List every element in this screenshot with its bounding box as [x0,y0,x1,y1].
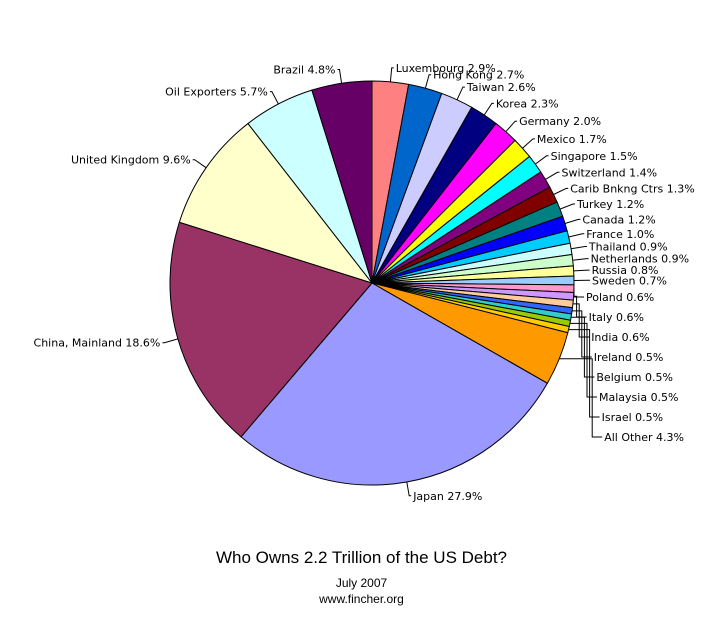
chart-source: www.fincher.org [319,592,404,606]
slice-label-luxembourg-2-9: Luxembourg 2.9% [396,62,496,75]
slice-label-mexico-1-7: Mexico 1.7% [537,133,607,146]
leader-line-china-mainland-18-6 [162,338,179,344]
slice-label-malaysia-0-5: Malaysia 0.5% [599,391,679,404]
slice-label-japan-27-9: Japan 27.9% [412,490,482,503]
leader-line-canada-1-2 [564,218,581,224]
slice-label-russia-0-8: Russia 0.8% [592,264,659,277]
slice-label-china-mainland-18-6: China, Mainland 18.6% [34,337,161,350]
chart-subtitle: July 2007 [335,576,388,590]
slice-label-india-0-6: India 0.6% [591,331,649,344]
leader-line-carib-bnkng-ctrs-1-3 [553,187,569,195]
slice-label-germany-2-0: Germany 2.0% [519,115,601,128]
leader-line-mexico-1-7 [522,138,535,149]
slice-label-poland-0-6: Poland 0.6% [586,291,654,304]
slice-label-switzerland-1-4: Switzerland 1.4% [562,166,658,179]
leader-line-germany-2-0 [505,120,518,133]
slice-label-israel-0-5: Israel 0.5% [602,411,664,424]
slice-label-hong-kong-2-7: Hong Kong 2.7% [433,69,524,82]
leader-line-israel-0-5 [568,329,600,418]
slice-label-korea-2-3: Korea 2.3% [496,97,559,110]
slice-label-netherlands-0-9: Netherlands 0.9% [591,253,690,266]
leader-line-taiwan-2-6 [456,86,465,101]
leader-line-thailand-0-9 [571,246,587,250]
slice-label-italy-0-6: Italy 0.6% [589,311,644,324]
slice-label-ireland-0-5: Ireland 0.5% [594,351,664,364]
leader-line-oil-exporters-5-7 [269,91,279,105]
leader-line-italy-0-6 [573,295,587,318]
leader-line-united-kingdom-9-6 [192,159,207,169]
slice-label-belgium-0-5: Belgium 0.5% [596,371,673,384]
slice-label-brazil-4-8: Brazil 4.8% [273,64,335,77]
slice-label-sweden-0-7: Sweden 0.7% [592,274,667,287]
slice-label-france-1-0: France 1.0% [586,228,654,241]
slice-label-carib-bnkng-ctrs-1-3: Carib Bnkng Ctrs 1.3% [570,182,695,195]
slice-label-singapore-1-5: Singapore 1.5% [551,150,638,163]
pie-slice-japan-27-9 [240,282,549,486]
slice-label-turkey-1-2: Turkey 1.2% [576,198,644,211]
leader-line-luxembourg-2-9 [389,67,394,82]
leader-line-brazil-4-8 [337,69,343,84]
leader-line-turkey-1-2 [559,203,575,210]
leader-line-netherlands-0-9 [572,258,589,261]
leader-line-japan-27-9 [406,481,412,497]
slice-label-united-kingdom-9-6: United Kingdom 9.6% [71,154,191,167]
slice-label-oil-exporters-5-7: Oil Exporters 5.7% [165,86,268,99]
slice-label-all-other-4-3: All Other 4.3% [604,431,684,444]
slice-label-taiwan-2-6: Taiwan 2.6% [466,81,536,94]
leader-line-singapore-1-5 [535,155,549,165]
leader-line-hong-kong-2-7 [424,74,432,89]
leader-line-switzerland-1-4 [545,171,560,180]
leader-line-poland-0-6 [573,288,584,298]
leader-line-all-other-4-3 [559,358,603,438]
slice-label-thailand-0-9: Thailand 0.9% [588,241,668,254]
leader-line-belgium-0-5 [571,316,595,378]
pie-slice-united-kingdom-9-6 [178,122,374,284]
chart-title: Who Owns 2.2 Trillion of the US Debt? [215,548,508,567]
leader-line-russia-0-8 [573,269,590,272]
leader-line-france-1-0 [568,233,585,238]
leader-line-korea-2-3 [483,102,494,116]
slice-label-canada-1-2: Canada 1.2% [582,213,655,226]
